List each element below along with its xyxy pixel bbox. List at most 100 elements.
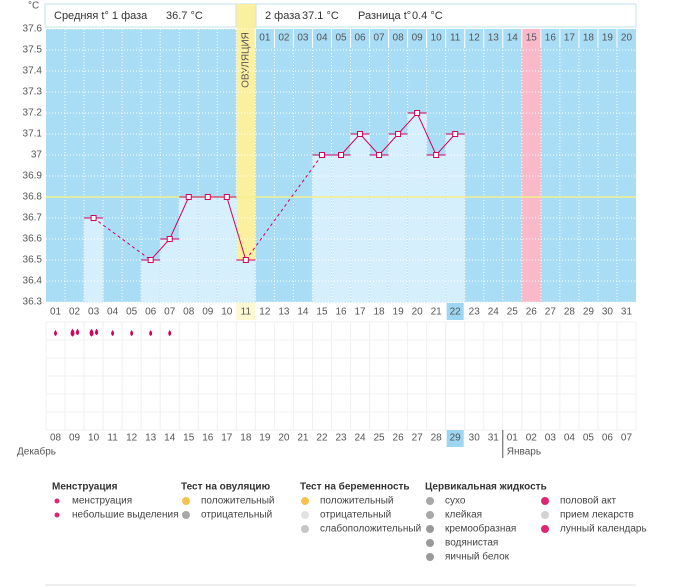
phase2-day-label: 14 <box>507 33 519 44</box>
calendar-date: 17 <box>221 433 233 444</box>
x-tick-label: 11 <box>241 307 252 318</box>
temperature-point <box>452 131 459 137</box>
legend-item: яичный белок <box>445 551 510 563</box>
phase2-day-label: 10 <box>431 33 443 44</box>
legend-title: Цервикальная жидкость <box>425 482 547 493</box>
temperature-point <box>414 110 421 116</box>
calendar-date: 03 <box>545 433 557 444</box>
calendar-date: 19 <box>259 433 271 444</box>
diff-value: 0.4 °С <box>412 10 443 22</box>
legend-item: отрицательный <box>320 510 391 521</box>
y-tick-label: 36.4 <box>23 276 43 287</box>
calendar-date: 10 <box>88 433 100 444</box>
x-tick-label: 09 <box>202 307 214 318</box>
legend-item: менструация <box>72 496 132 507</box>
x-tick-label: 20 <box>412 307 424 318</box>
calendar-date: 24 <box>354 433 366 444</box>
calendar-date: 27 <box>412 433 424 444</box>
temperature-point <box>338 152 344 158</box>
x-tick-label: 14 <box>297 307 309 318</box>
legend-icon <box>541 497 549 505</box>
phase2-day-label: 18 <box>583 33 595 44</box>
calendar-date: 07 <box>621 433 633 444</box>
x-tick-label: 05 <box>126 307 138 318</box>
x-tick-label: 03 <box>88 307 100 318</box>
legend-icon <box>301 525 309 533</box>
y-tick-label: 37.4 <box>23 66 43 77</box>
x-tick-label: 12 <box>259 307 271 318</box>
ovulation-column-lower <box>236 302 256 320</box>
phase2-day-label: 04 <box>316 33 328 44</box>
legend-icon <box>541 525 549 533</box>
legend-title: Тест на овуляцию <box>181 482 271 493</box>
x-tick-label: 10 <box>221 307 233 318</box>
calendar-date: 21 <box>297 433 309 444</box>
x-tick-label: 04 <box>107 307 119 318</box>
x-tick-label: 23 <box>469 307 481 318</box>
month-label: Декабрь <box>17 446 56 458</box>
temperature-point <box>166 236 173 242</box>
legend-item: кремообразная <box>445 523 516 535</box>
diff-label: Разница t° <box>358 10 411 22</box>
x-tick-label: 28 <box>564 307 576 318</box>
phase2-day-label: 12 <box>469 33 481 44</box>
menstruation-icon <box>168 330 172 336</box>
legend-icon <box>54 512 60 518</box>
legend-icon <box>426 497 434 505</box>
phase2-day-label: 08 <box>393 33 405 44</box>
calendar-date: 15 <box>183 433 195 444</box>
phase2-day-label: 13 <box>488 33 500 44</box>
phase2-marked-column <box>521 29 541 302</box>
legend-item: слабоположительный <box>320 523 421 535</box>
temperature-point <box>395 131 402 137</box>
phase2-day-label: 05 <box>335 33 347 44</box>
y-tick-label: 37.5 <box>23 45 43 56</box>
y-tick-label: 37.6 <box>23 24 43 35</box>
x-tick-label: 17 <box>354 307 366 318</box>
y-tick-label: 36.8 <box>23 192 43 203</box>
legend-item: положительный <box>320 496 393 507</box>
phase2-label: 2 фаза <box>265 10 301 22</box>
legend-icon <box>301 497 309 505</box>
x-tick-label: 16 <box>335 307 347 318</box>
calendar-date: 05 <box>583 433 595 444</box>
temperature-point <box>90 215 97 221</box>
phase2-day-label: 06 <box>354 33 366 44</box>
legend-icon <box>182 497 190 505</box>
x-tick-label: 18 <box>374 307 386 318</box>
legend-icon <box>426 511 434 519</box>
x-tick-label: 15 <box>316 307 328 318</box>
x-tick-label: 27 <box>545 307 557 318</box>
legend-icon <box>182 511 190 519</box>
calendar-date: 02 <box>526 433 538 444</box>
temperature-point <box>185 194 192 200</box>
y-tick-label: 36.7 <box>23 213 43 224</box>
phase2-day-label: 19 <box>602 33 614 44</box>
legend-icon <box>541 511 549 519</box>
calendar-date: 29 <box>450 433 462 444</box>
legend-item: сухо <box>445 496 466 507</box>
y-tick-label: 36.3 <box>23 297 43 308</box>
calendar-date: 04 <box>564 433 576 444</box>
phase2-value: 37.1 °С <box>302 10 339 22</box>
header-box <box>44 3 637 28</box>
legend-item: положительный <box>201 496 274 507</box>
temperature-column <box>235 259 256 303</box>
x-tick-label: 21 <box>431 307 443 318</box>
calendar-date: 30 <box>469 433 481 444</box>
x-tick-label: 07 <box>164 307 176 318</box>
temperature-column <box>216 196 237 303</box>
temperature-point <box>376 152 383 158</box>
x-tick-label: 26 <box>526 307 538 318</box>
current-day-box <box>446 303 464 320</box>
calendar-date: 01 <box>507 433 519 444</box>
x-tick-label: 06 <box>145 307 157 318</box>
temperature-point <box>204 194 211 200</box>
temperature-column <box>369 154 390 303</box>
phase2-day-label: 20 <box>621 33 633 44</box>
temperature-column <box>330 154 352 303</box>
phase1-value: 36.7 °С <box>166 10 203 22</box>
calendar-date: 31 <box>488 433 500 444</box>
temperature-column <box>407 112 428 303</box>
